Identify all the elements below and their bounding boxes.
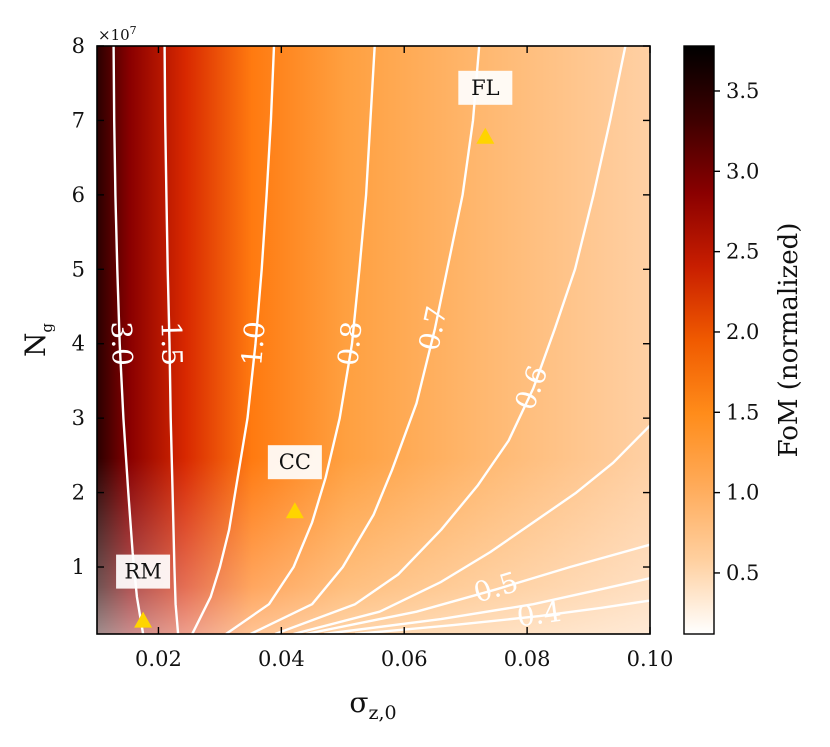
- heatmap-fill-y: [97, 46, 650, 634]
- marker-label-box: [267, 445, 322, 480]
- colorbar-tick-label: 3.5: [726, 79, 759, 103]
- x-tick-label: 0.04: [258, 647, 305, 671]
- contour-label: 3.0: [104, 321, 138, 367]
- colorbar-gradient-bar: [683, 45, 715, 635]
- colorbar-tick-label: 0.5: [726, 561, 759, 585]
- colorbar-title: FoM (normalized): [774, 223, 804, 458]
- contour-line: [324, 577, 650, 634]
- marker-triangle: [285, 502, 304, 519]
- marker-triangle: [134, 611, 153, 628]
- marker-label-box: [116, 554, 171, 589]
- y-multiplier-label: ×107: [98, 24, 137, 45]
- marker-label-box: [458, 70, 513, 105]
- y-tick-label: 1: [72, 555, 85, 579]
- marker-layer: RM CC FL: [116, 70, 513, 628]
- x-axis: 0.02 0.04 0.06 0.08 0.10: [135, 46, 673, 671]
- marker-triangle: [476, 127, 495, 144]
- contour-line: [250, 46, 481, 634]
- x-tick-label: 0.06: [381, 647, 428, 671]
- contour-line: [293, 424, 650, 634]
- marker-label: FL: [471, 76, 500, 100]
- colorbar-tick-label: 1.0: [726, 481, 759, 505]
- contour-label: 1.0: [235, 320, 272, 367]
- y-tick-label: 3: [72, 406, 85, 430]
- marker-label: CC: [279, 450, 311, 474]
- y-tick-label: 6: [72, 183, 85, 207]
- x-tick-label: 0.08: [504, 647, 551, 671]
- contour-line: [274, 46, 627, 634]
- colorbar-ticks: 0.5 1.0 1.5 2.0 2.5 3.0 3.5: [714, 79, 759, 585]
- contour-label: 0.8: [331, 320, 368, 368]
- x-axis-title: σz,0: [349, 686, 396, 724]
- colorbar-tick-label: 2.5: [726, 240, 759, 264]
- y-tick-label: 2: [72, 481, 85, 505]
- y-axis: 1 2 3 4 5 6 7 8: [72, 34, 650, 579]
- colorbar-tick-label: 3.0: [726, 159, 759, 183]
- plot-frame: [96, 45, 651, 635]
- contour-line: [305, 543, 650, 634]
- contour-line: [225, 46, 376, 634]
- y-tick-label: 7: [72, 108, 85, 132]
- colorbar-tick-label: 2.0: [726, 320, 759, 344]
- contour-label: 0.4: [515, 595, 564, 634]
- contour-line: [354, 599, 650, 634]
- y-tick-label: 5: [72, 257, 85, 281]
- y-tick-label: 4: [72, 332, 85, 356]
- marker-label: RM: [124, 560, 161, 584]
- contour-label: 1.5: [154, 321, 188, 366]
- colorbar: 0.5 1.0 1.5 2.0 2.5 3.0 3.5 FoM (normalized): [683, 45, 804, 635]
- x-tick-label: 0.10: [627, 647, 674, 671]
- x-tick-label: 0.02: [135, 647, 182, 671]
- contour-line: [163, 46, 180, 634]
- contour-line: [191, 46, 276, 634]
- y-axis-title: Ng: [19, 323, 56, 358]
- colorbar-tick-label: 1.5: [726, 400, 759, 424]
- y-tick-label: 8: [72, 34, 85, 58]
